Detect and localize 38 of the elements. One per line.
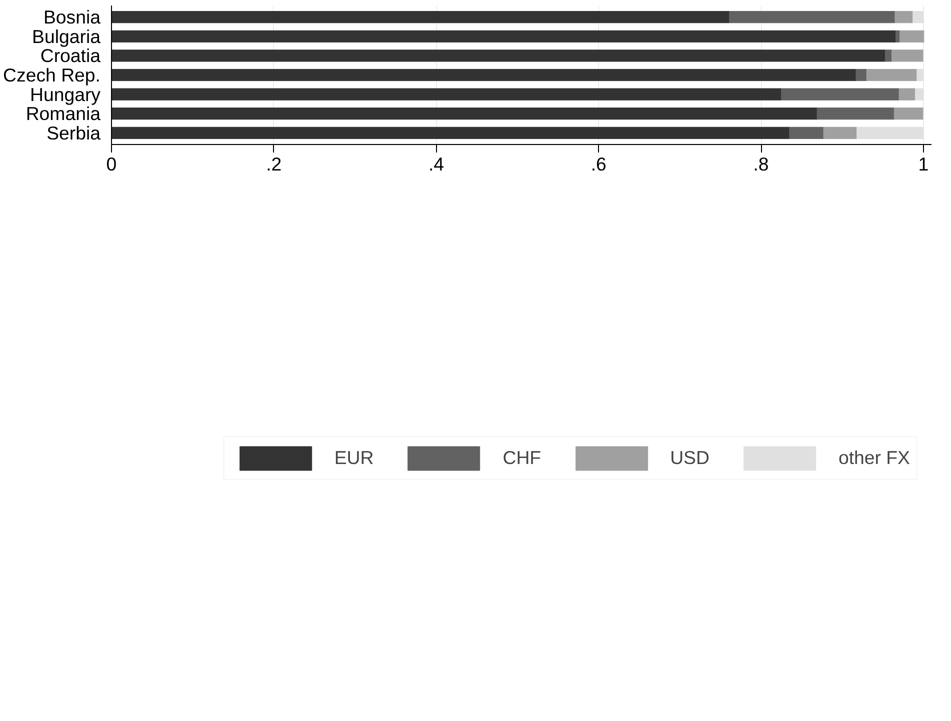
y-tick-label: Serbia [46,122,102,144]
bar [816,108,894,120]
legend-label: USD [670,447,710,469]
bar [789,126,824,139]
y-tick-label: Czech Rep. [3,64,101,86]
bar [112,11,730,24]
bar [112,88,782,100]
bar [884,50,892,62]
bar [891,50,924,62]
bar [916,68,924,82]
legend-label: CHF [502,447,542,469]
x-tick-label: .6 [590,154,606,174]
x-tick-label: .4 [428,154,444,174]
bar [823,126,858,139]
bar [866,68,918,82]
bar [900,30,924,42]
bar [898,88,916,100]
bar [856,126,924,139]
bar [912,11,924,24]
x-tick-label: 0 [106,154,117,174]
bar [112,126,790,139]
bar [112,68,856,82]
bar [894,108,924,120]
y-tick-label: Bulgaria [32,26,102,47]
x-tick-label: 1 [918,154,929,174]
bar [915,88,924,100]
bar [112,50,886,62]
bar [112,108,818,120]
bar [729,11,896,24]
y-tick-label: Bosnia [43,6,102,28]
x-tick-label: .8 [753,154,769,174]
legend-label: other FX [838,447,910,469]
bar [856,68,867,82]
legend-label: EUR [334,447,374,469]
x-tick-label: .2 [266,154,282,174]
bar [781,88,900,100]
bar [112,30,896,42]
bar [894,11,914,24]
